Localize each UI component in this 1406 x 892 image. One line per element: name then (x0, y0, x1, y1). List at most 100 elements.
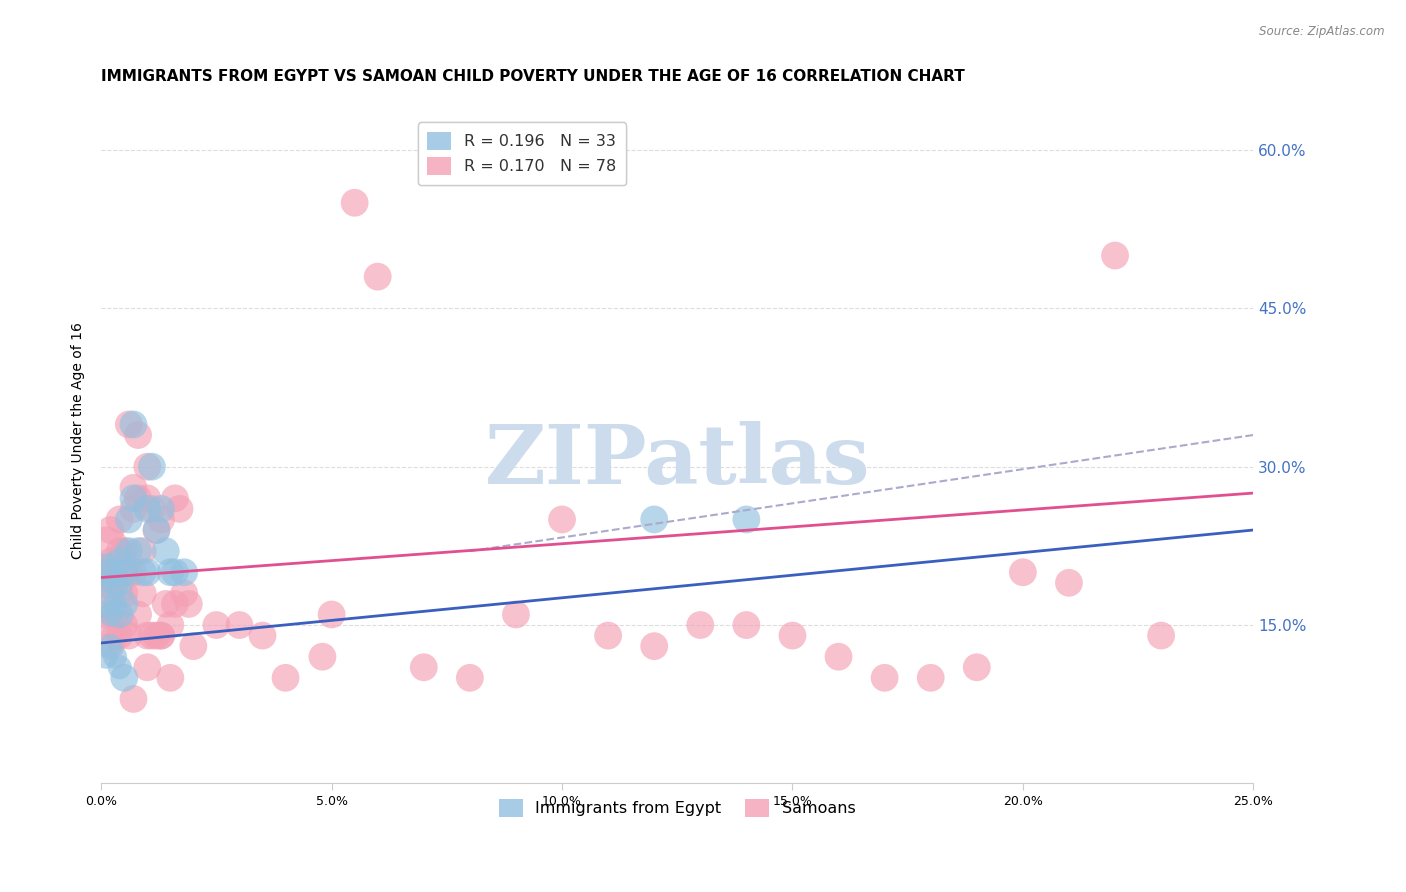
Point (159, 566, 181, 580)
Point (159, 671, 181, 685)
Point (104, 649, 127, 664)
Point (94, 607, 117, 622)
Point (873, 671, 896, 685)
Text: ZIPatlas: ZIPatlas (485, 421, 870, 501)
Point (108, 555, 131, 569)
Point (1150, 629, 1173, 643)
Point (94, 566, 117, 580)
Point (782, 629, 804, 643)
Point (100, 586, 122, 600)
Point (169, 502, 191, 516)
Point (100, 639, 122, 653)
Point (104, 607, 127, 622)
Point (108, 660, 131, 674)
Point (173, 566, 195, 580)
Point (118, 566, 141, 580)
Point (94, 566, 117, 580)
Point (122, 502, 145, 516)
Point (100, 639, 122, 653)
Point (145, 523, 167, 537)
Point (274, 671, 297, 685)
Point (122, 692, 145, 706)
Point (108, 586, 131, 600)
Point (505, 607, 527, 622)
Point (104, 629, 127, 643)
Point (108, 629, 131, 643)
Point (127, 491, 149, 506)
Point (735, 618, 758, 632)
Point (122, 417, 145, 432)
Point (108, 607, 131, 622)
Y-axis label: Child Poverty Under the Age of 16: Child Poverty Under the Age of 16 (72, 322, 86, 558)
Point (920, 671, 942, 685)
Point (966, 660, 988, 674)
Point (173, 586, 195, 600)
Point (1104, 248, 1126, 262)
Point (643, 639, 665, 653)
Point (112, 618, 135, 632)
Point (122, 566, 145, 580)
Point (163, 491, 186, 506)
Point (136, 459, 159, 474)
Point (108, 512, 131, 526)
Point (104, 566, 127, 580)
Point (112, 586, 135, 600)
Point (155, 597, 177, 611)
Point (112, 671, 135, 685)
Point (458, 671, 481, 685)
Point (131, 566, 153, 580)
Point (177, 597, 200, 611)
Point (136, 491, 159, 506)
Point (1012, 566, 1035, 580)
Point (94, 649, 117, 664)
Point (94, 544, 117, 558)
Point (141, 502, 163, 516)
Point (127, 544, 149, 558)
Point (136, 629, 159, 643)
Point (136, 502, 159, 516)
Point (127, 428, 149, 442)
Point (118, 512, 141, 526)
Point (551, 512, 574, 526)
Point (205, 618, 228, 632)
Point (94, 597, 117, 611)
Text: IMMIGRANTS FROM EGYPT VS SAMOAN CHILD POVERTY UNDER THE AGE OF 16 CORRELATION CH: IMMIGRANTS FROM EGYPT VS SAMOAN CHILD PO… (101, 69, 965, 84)
Legend: Immigrants from Egypt, Samoans: Immigrants from Egypt, Samoans (492, 792, 862, 823)
Point (136, 660, 159, 674)
Point (100, 555, 122, 569)
Point (112, 566, 135, 580)
Point (155, 544, 177, 558)
Point (643, 512, 665, 526)
Point (827, 649, 849, 664)
Point (159, 618, 181, 632)
Point (150, 629, 173, 643)
Point (127, 607, 149, 622)
Point (150, 512, 173, 526)
Point (228, 618, 250, 632)
Point (118, 417, 141, 432)
Point (141, 629, 163, 643)
Point (131, 544, 153, 558)
Point (108, 544, 131, 558)
Point (689, 618, 711, 632)
Point (112, 544, 135, 558)
Point (104, 597, 127, 611)
Point (122, 491, 145, 506)
Point (412, 660, 434, 674)
Point (598, 629, 620, 643)
Point (108, 575, 131, 590)
Point (118, 629, 141, 643)
Point (1057, 575, 1080, 590)
Point (367, 269, 389, 284)
Point (145, 523, 167, 537)
Point (112, 566, 135, 580)
Point (321, 607, 343, 622)
Point (735, 512, 758, 526)
Point (100, 607, 122, 622)
Point (252, 629, 274, 643)
Point (100, 566, 122, 580)
Point (100, 618, 122, 632)
Point (183, 639, 205, 653)
Point (145, 629, 167, 643)
Point (163, 566, 186, 580)
